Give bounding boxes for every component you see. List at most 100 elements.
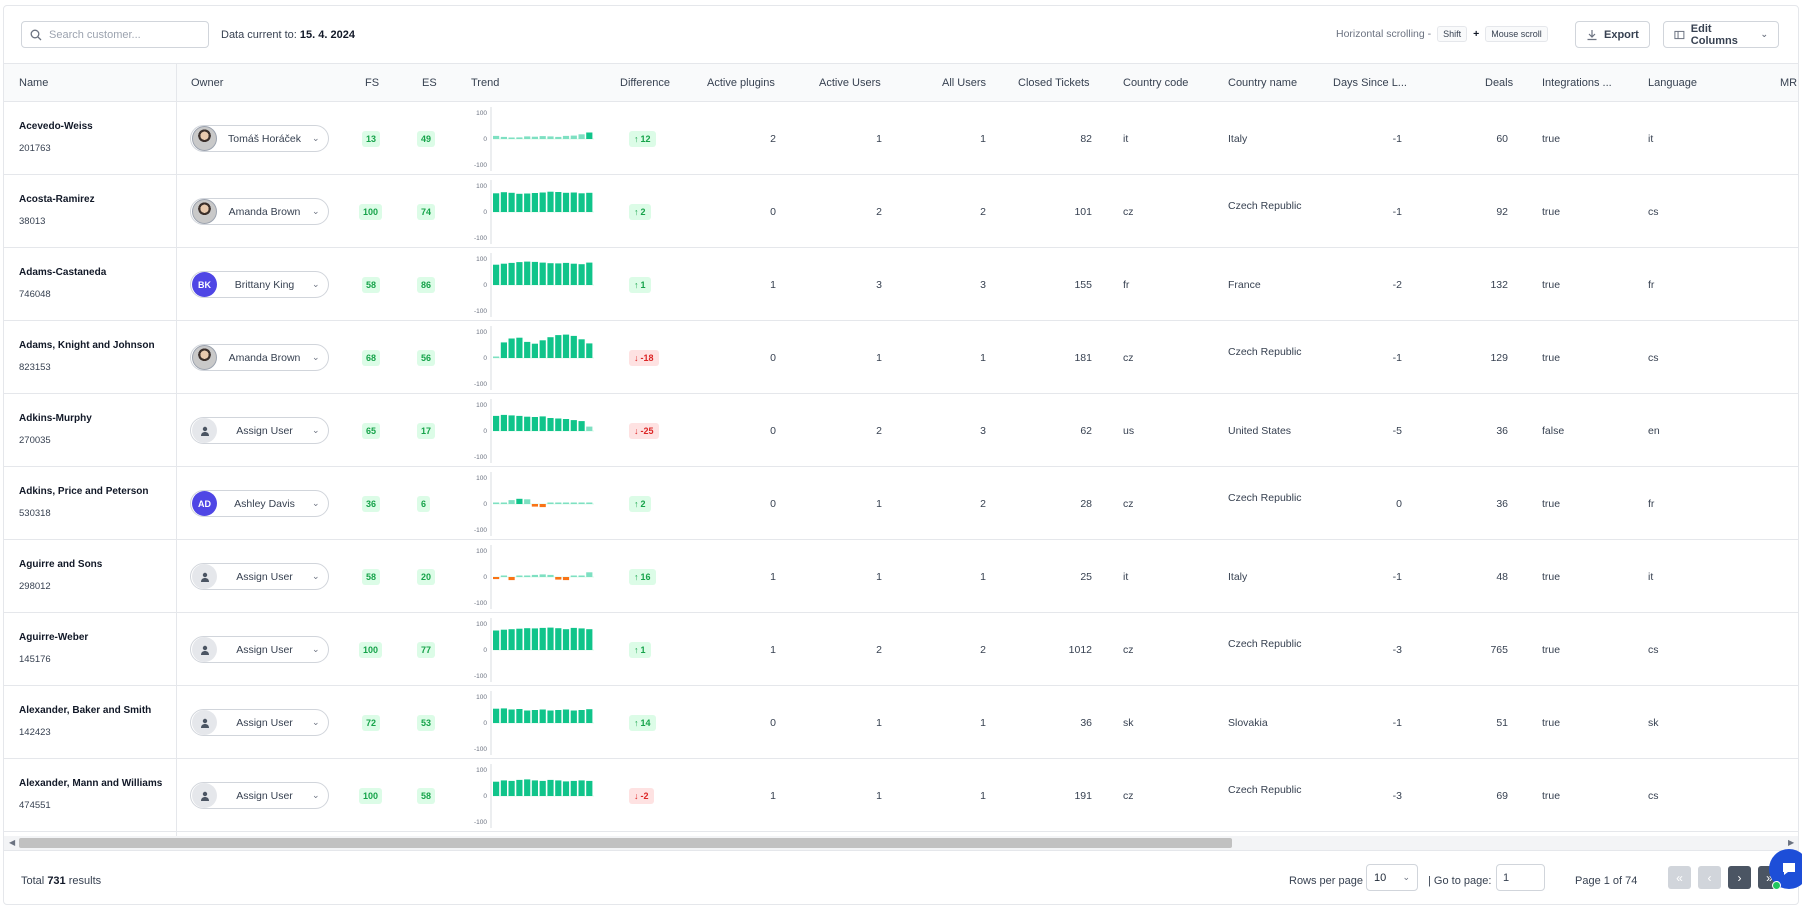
country-code: it bbox=[1123, 571, 1129, 583]
customer-id: 746048 bbox=[19, 289, 51, 300]
owner-select[interactable]: Assign User ⌄ bbox=[190, 417, 329, 444]
trend-axis-bottom: -100 bbox=[474, 162, 487, 169]
customer-name[interactable]: Acosta-Ramirez bbox=[19, 194, 95, 205]
next-page-button[interactable]: › bbox=[1728, 866, 1751, 889]
customer-name[interactable]: Acevedo-Weiss bbox=[19, 121, 93, 132]
owner-select[interactable]: Assign User ⌄ bbox=[190, 782, 329, 809]
col-fs[interactable]: FS bbox=[365, 77, 380, 89]
col-mrr[interactable]: MRR bbox=[1780, 77, 1798, 89]
customer-name[interactable]: Aguirre-Weber bbox=[19, 632, 89, 643]
scroll-right-icon[interactable]: ▶ bbox=[1788, 838, 1795, 847]
owner-select[interactable]: BK Brittany King ⌄ bbox=[190, 271, 329, 298]
edit-columns-label: Edit Columns bbox=[1690, 22, 1738, 47]
country-name: Slovakia bbox=[1228, 717, 1268, 729]
search-input[interactable] bbox=[49, 28, 199, 41]
owner-select[interactable]: Amanda Brown ⌄ bbox=[190, 198, 329, 225]
trend-chart: 100 0 -100 bbox=[474, 618, 594, 682]
trend-bar bbox=[570, 335, 577, 358]
first-page-button[interactable]: « bbox=[1668, 866, 1691, 889]
col-owner[interactable]: Owner bbox=[191, 77, 224, 89]
table-row[interactable]: Adams, Knight and Johnson 823153 Amanda Br… bbox=[4, 321, 1798, 394]
owner-select[interactable]: Tomáš Horáček ⌄ bbox=[190, 125, 329, 152]
col-closed-tickets[interactable]: Closed Tickets bbox=[1018, 77, 1090, 89]
col-country-name[interactable]: Country name bbox=[1228, 77, 1298, 89]
owner-select[interactable]: Assign User ⌄ bbox=[190, 636, 329, 663]
deals: 36 bbox=[1496, 498, 1508, 510]
col-name[interactable]: Name bbox=[19, 77, 49, 89]
owner-select[interactable]: Amanda Brown ⌄ bbox=[190, 344, 329, 371]
scroll-left-icon[interactable]: ◀ bbox=[9, 838, 16, 847]
customer-name[interactable]: Adkins, Price and Peterson bbox=[19, 486, 149, 497]
col-country-code[interactable]: Country code bbox=[1123, 77, 1189, 89]
scrollbar-thumb[interactable] bbox=[19, 838, 1232, 848]
search-box[interactable] bbox=[21, 21, 209, 48]
col-integrations[interactable]: Integrations ... bbox=[1542, 77, 1612, 89]
all-users: 2 bbox=[980, 644, 986, 656]
user-icon bbox=[192, 564, 217, 589]
go-to-page-input[interactable] bbox=[1496, 864, 1545, 891]
customer-id: 201763 bbox=[19, 143, 51, 154]
table-row[interactable]: Adkins, Price and Peterson 530318 AD Ashley… bbox=[4, 467, 1798, 540]
owner-select[interactable]: Assign User ⌄ bbox=[190, 563, 329, 590]
trend-bar bbox=[547, 502, 554, 504]
table-row[interactable]: Aguirre-Weber 145176 Assign User ⌄ 100 77 100 0… bbox=[4, 613, 1798, 686]
col-language[interactable]: Language bbox=[1648, 77, 1697, 89]
sticky-column-divider bbox=[176, 64, 177, 837]
hscroll-label: Horizontal scrolling - bbox=[1336, 28, 1432, 40]
table-row[interactable]: Adams-Castaneda 746048 BK Brittany King ⌄ 58 8… bbox=[4, 248, 1798, 321]
owner-name: Amanda Brown bbox=[228, 205, 301, 218]
col-trend[interactable]: Trend bbox=[471, 77, 500, 89]
active-users: 1 bbox=[876, 352, 882, 364]
country-code: cz bbox=[1123, 206, 1134, 218]
col-es[interactable]: ES bbox=[422, 77, 437, 89]
export-button[interactable]: Export bbox=[1575, 21, 1650, 48]
trend-bar bbox=[562, 334, 570, 358]
customer-name[interactable]: Adams-Castaneda bbox=[19, 267, 107, 278]
customer-name[interactable]: Alexander, Baker and Smith bbox=[19, 705, 152, 716]
trend-bar bbox=[586, 192, 593, 212]
table-row[interactable]: Alexander, Mann and Williams 474551 Assign… bbox=[4, 759, 1798, 832]
trend-bar bbox=[578, 780, 585, 796]
trend-bar bbox=[539, 136, 546, 139]
trend-bar bbox=[586, 426, 593, 431]
customer-name[interactable]: Alexander, Mann and Williams bbox=[19, 778, 163, 789]
prev-page-button[interactable]: ‹ bbox=[1698, 866, 1721, 889]
trend-axis-bottom: -100 bbox=[474, 454, 487, 461]
edit-columns-button[interactable]: Edit Columns ⌄ bbox=[1663, 21, 1779, 48]
customer-name[interactable]: Adkins-Murphy bbox=[19, 413, 92, 424]
trend-bar bbox=[547, 263, 554, 285]
customer-name[interactable]: Adams, Knight and Johnson bbox=[19, 340, 155, 351]
col-difference[interactable]: Difference bbox=[620, 77, 670, 89]
table-row[interactable]: Acosta-Ramirez 38013 Amanda Brown ⌄ 100 74 100… bbox=[4, 175, 1798, 248]
country-code: cz bbox=[1123, 498, 1134, 510]
trend-bar bbox=[524, 136, 531, 139]
owner-name: Assign User bbox=[236, 643, 293, 656]
trend-bar bbox=[516, 779, 523, 796]
col-deals[interactable]: Deals bbox=[1485, 77, 1514, 89]
chat-widget-button[interactable] bbox=[1769, 849, 1802, 889]
trend-bar bbox=[570, 780, 577, 796]
trend-bar bbox=[508, 137, 515, 139]
owner-select[interactable]: AD Ashley Davis ⌄ bbox=[190, 490, 329, 517]
closed-tickets: 36 bbox=[1080, 717, 1092, 729]
trend-bar bbox=[562, 419, 570, 431]
customer-name[interactable]: Aguirre and Sons bbox=[19, 559, 103, 570]
col-days-since[interactable]: Days Since L... bbox=[1333, 77, 1407, 89]
owner-name: Ashley Davis bbox=[234, 497, 295, 510]
col-active-plugins[interactable]: Active plugins bbox=[707, 77, 775, 89]
owner-select[interactable]: Assign User ⌄ bbox=[190, 709, 329, 736]
trend-bar bbox=[562, 502, 570, 504]
table-row[interactable]: Alexander, Baker and Smith 142423 Assign U… bbox=[4, 686, 1798, 759]
table-row[interactable]: Adkins-Murphy 270035 Assign User ⌄ 65 17 100 0 -… bbox=[4, 394, 1798, 467]
horizontal-scrollbar[interactable]: ◀ ▶ bbox=[4, 836, 1798, 850]
col-all-users[interactable]: All Users bbox=[942, 77, 987, 89]
col-active-users[interactable]: Active Users bbox=[819, 77, 881, 89]
fs-badge: 36 bbox=[362, 496, 381, 512]
all-users: 1 bbox=[980, 352, 986, 364]
trend-bar bbox=[539, 504, 546, 508]
table-row[interactable]: Acevedo-Weiss 201763 Tomáš Horáček ⌄ 13 49 100… bbox=[4, 102, 1798, 175]
rows-per-page-select[interactable]: 10 ⌄ bbox=[1366, 864, 1418, 891]
table-row[interactable]: Aguirre and Sons 298012 Assign User ⌄ 58 20 10… bbox=[4, 540, 1798, 613]
trend-axis-top: 100 bbox=[476, 767, 487, 774]
days-since: -1 bbox=[1392, 717, 1402, 729]
